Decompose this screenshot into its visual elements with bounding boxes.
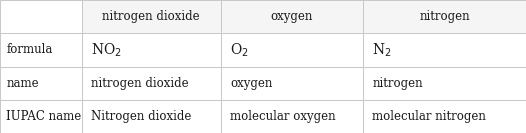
- Bar: [0, 66, 82, 100]
- Bar: [221, 33, 363, 66]
- Text: nitrogen dioxide: nitrogen dioxide: [103, 10, 200, 23]
- Bar: [82, 66, 221, 100]
- Text: nitrogen: nitrogen: [419, 10, 470, 23]
- Bar: [82, 0, 221, 33]
- Text: Nitrogen dioxide: Nitrogen dioxide: [91, 110, 191, 123]
- Text: oxygen: oxygen: [230, 77, 273, 90]
- Bar: [363, 66, 526, 100]
- Bar: [363, 0, 526, 33]
- Text: oxygen: oxygen: [271, 10, 313, 23]
- Text: nitrogen dioxide: nitrogen dioxide: [91, 77, 189, 90]
- Text: name: name: [6, 77, 39, 90]
- Bar: [363, 100, 526, 133]
- Text: IUPAC name: IUPAC name: [6, 110, 82, 123]
- Bar: [221, 66, 363, 100]
- Text: nitrogen: nitrogen: [372, 77, 423, 90]
- Bar: [82, 33, 221, 66]
- Bar: [82, 100, 221, 133]
- Text: molecular oxygen: molecular oxygen: [230, 110, 336, 123]
- Text: formula: formula: [6, 43, 53, 56]
- Bar: [221, 0, 363, 33]
- Bar: [0, 0, 82, 33]
- Text: NO$_2$: NO$_2$: [91, 41, 122, 59]
- Bar: [363, 33, 526, 66]
- Bar: [0, 100, 82, 133]
- Text: molecular nitrogen: molecular nitrogen: [372, 110, 486, 123]
- Text: N$_2$: N$_2$: [372, 41, 392, 59]
- Bar: [0, 33, 82, 66]
- Bar: [221, 100, 363, 133]
- Text: O$_2$: O$_2$: [230, 41, 249, 59]
